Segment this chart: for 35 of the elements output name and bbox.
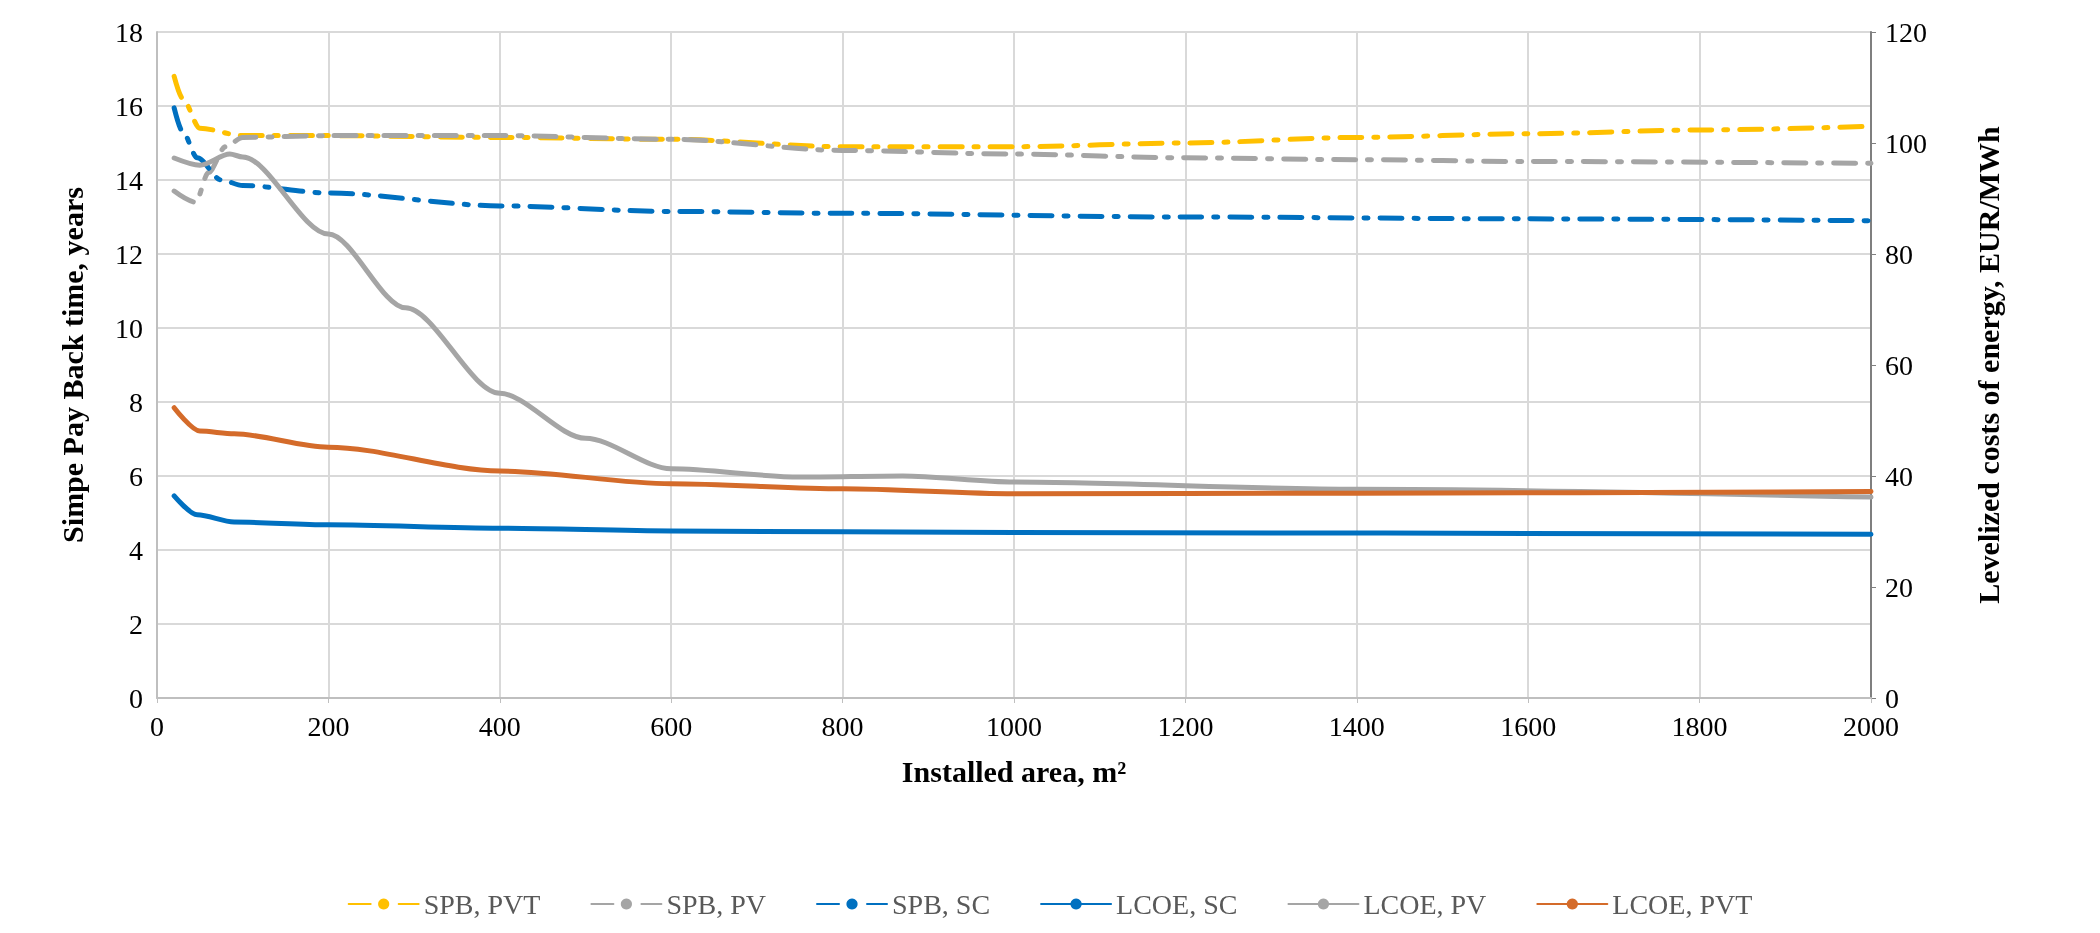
x-axis-title: Installed area, m² [901,754,1127,788]
y-tick-label: 8 [129,386,143,418]
y-tick-label: 14 [115,164,143,196]
legend-label: LCOE, SC [1116,888,1238,920]
y-axis-title: Simpe Pay Back time, years [55,187,89,543]
y-tick-label: 4 [129,534,143,566]
x-tick-label: 1400 [1328,710,1385,742]
y2-axis-title: Levelized costs of energy, EUR/MWh [1971,125,2005,604]
y-tick-label: 16 [115,90,143,122]
legend-label: LCOE, PVT [1612,888,1753,920]
legend-label: SPB, SC [892,888,991,920]
x-tick-label: 400 [478,710,521,742]
y-tick-label: 0 [129,682,143,714]
y-tick-label: 10 [115,312,143,344]
y-tick-label: 12 [115,238,143,270]
y2-tick-label: 100 [1885,127,1927,159]
y2-tick-label: 60 [1885,349,1913,381]
legend-label: LCOE, PV [1363,888,1487,920]
legend-label: SPB, PVT [423,888,541,920]
y-tick-label: 18 [115,16,143,48]
x-tick-label: 1600 [1500,710,1557,742]
x-tick-label: 1000 [986,710,1042,742]
y2-tick-label: 120 [1885,16,1927,48]
y2-tick-label: 20 [1885,571,1913,603]
y2-tick-label: 40 [1885,460,1913,492]
x-tick-label: 800 [821,710,864,742]
legend-label: SPB, PV [666,888,767,920]
x-tick-label: 200 [307,710,350,742]
y-tick-label: 2 [129,608,143,640]
x-tick-label: 600 [650,710,693,742]
x-tick-label: 0 [150,710,164,742]
x-tick-label: 1800 [1671,710,1728,742]
x-tick-label: 1200 [1157,710,1214,742]
y2-tick-label: 80 [1885,238,1913,270]
y-tick-label: 6 [129,460,143,492]
